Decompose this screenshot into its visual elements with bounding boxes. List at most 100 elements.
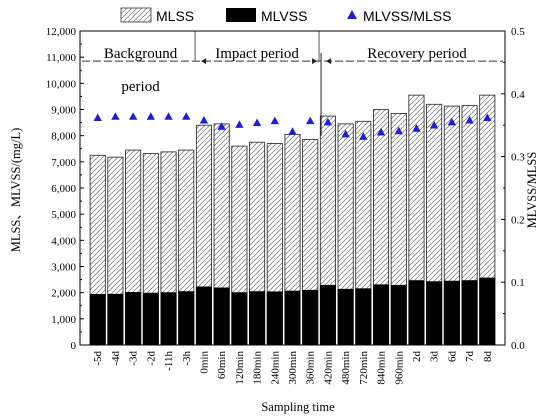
period-label-recovery: Recovery period	[367, 46, 467, 62]
ratio-marker	[199, 115, 209, 124]
ratio-marker	[146, 112, 156, 120]
x-tick-label: 2d	[411, 351, 423, 363]
y2-tick-label: 0.3	[511, 152, 525, 164]
mlvss-bar	[302, 289, 319, 346]
x-tick-label: 960min	[393, 351, 405, 385]
x-tick-label: 60min	[216, 351, 228, 380]
ratio-marker	[359, 132, 368, 140]
ratio-marker	[483, 113, 492, 122]
x-tick-label: 7d	[464, 351, 476, 363]
y-tick-label: 4,000	[51, 235, 76, 247]
x-tick-label: -2d	[145, 351, 157, 366]
ratio-marker	[252, 118, 262, 127]
x-tick-label: 180min	[252, 351, 264, 385]
x-tick-label: 300min	[287, 351, 299, 385]
mlvss-bar	[319, 284, 336, 346]
mlvss-bar	[213, 287, 230, 346]
period-arrowhead	[201, 58, 207, 65]
x-tick-label: 420min	[322, 351, 334, 385]
ratio-marker	[128, 112, 138, 120]
mlvss-bar	[443, 280, 460, 346]
mlvss-bar	[107, 293, 124, 346]
mlvss-bar	[142, 292, 159, 346]
y-tick-label: 6,000	[51, 183, 76, 195]
y2-axis-title: MLVSS/MLSS	[525, 152, 539, 229]
legend-ratio-label: MLVSS/MLSS	[363, 8, 451, 24]
x-tick-label: 720min	[358, 351, 370, 385]
y-tick-label: 12,000	[46, 26, 77, 38]
y2-tick-label: 0.4	[511, 89, 525, 101]
y-tick-label: 0	[71, 340, 77, 352]
ratio-marker	[376, 127, 386, 136]
labels-layer: 0 1,000 2,000 3,000 4,000 5,000 6,000 7,000 8,00…	[46, 26, 526, 385]
mlvss-bar	[373, 284, 390, 346]
ratio-marker	[182, 112, 191, 120]
y-tick-label: 10,000	[46, 78, 77, 90]
y2-tick-label: 0.2	[511, 214, 525, 226]
period-label-background: Background	[104, 46, 178, 62]
x-tick-label: 0min	[198, 351, 210, 374]
x-tick-label: 840min	[376, 351, 388, 385]
mlvss-bar	[479, 277, 496, 346]
x-axis-title: Sampling time	[261, 400, 335, 414]
mlvss-bar	[160, 292, 177, 346]
ratio-marker	[341, 129, 350, 138]
mlvss-bar	[89, 294, 106, 346]
legend-mlss-swatch	[120, 7, 152, 23]
y-tick-label: 3,000	[51, 262, 76, 274]
ratio-marker	[394, 126, 403, 135]
ratio-marker	[412, 124, 421, 132]
legend-mlvss-swatch	[226, 8, 256, 22]
legend-ratio-marker	[347, 10, 357, 19]
y-tick-label: 8,000	[51, 131, 76, 143]
period-label-background-line2: period	[121, 79, 160, 95]
ratio-marker	[465, 115, 474, 124]
period-arrowhead	[312, 58, 318, 65]
axes-layer	[79, 30, 506, 346]
x-tick-label: 120min	[234, 351, 246, 385]
legend: MLSS MLVSS MLVSS/MLSS	[120, 7, 451, 24]
y-tick-label: 11,000	[46, 52, 76, 64]
mlvss-bar	[408, 280, 425, 346]
ratio-markers-layer	[93, 112, 492, 140]
mlvss-bar	[125, 292, 142, 346]
mlvss-bar	[390, 284, 407, 346]
x-tick-label: -3d	[128, 351, 140, 366]
period-label-impact: Impact period	[215, 46, 299, 62]
y-tick-label: 2,000	[51, 288, 76, 300]
mlvss-bar	[337, 288, 354, 346]
y2-tick-label: 0.1	[511, 277, 525, 289]
ratio-marker	[93, 113, 102, 122]
mlvss-bar	[266, 291, 283, 346]
y-tick-label: 9,000	[51, 105, 76, 117]
x-tick-label: -11h	[163, 351, 175, 371]
y-tick-label: 7,000	[51, 157, 76, 169]
x-tick-label: -4d	[110, 351, 122, 366]
x-tick-label: 480min	[340, 351, 352, 385]
mlvss-bar	[249, 291, 266, 346]
x-tick-label: -5d	[92, 351, 104, 366]
legend-mlvss-label: MLVSS	[261, 8, 307, 24]
mlvss-bar	[178, 291, 195, 346]
period-dividers	[82, 31, 503, 136]
mlvss-bar	[284, 290, 301, 346]
x-tick-label: 6d	[446, 351, 458, 363]
y2-tick-label: 0.0	[511, 340, 525, 352]
ratio-marker	[288, 127, 297, 135]
legend-mlss-label: MLSS	[156, 8, 194, 24]
y-tick-label: 1,000	[51, 314, 76, 326]
period-arrowhead	[326, 58, 332, 65]
ratio-marker	[217, 122, 226, 130]
mlvss-bar	[231, 292, 248, 346]
x-tick-label: -3h	[181, 351, 193, 366]
ratio-marker	[429, 121, 439, 129]
mlvss-bar	[195, 286, 212, 346]
y-tick-label: 5,000	[51, 209, 76, 221]
ratio-marker	[235, 120, 244, 128]
mlvss-bar	[461, 280, 478, 346]
ratio-marker	[270, 116, 279, 125]
x-tick-label: 8d	[482, 351, 494, 363]
y2-tick-label: 0.5	[511, 26, 525, 38]
x-tick-label: 240min	[269, 351, 281, 385]
